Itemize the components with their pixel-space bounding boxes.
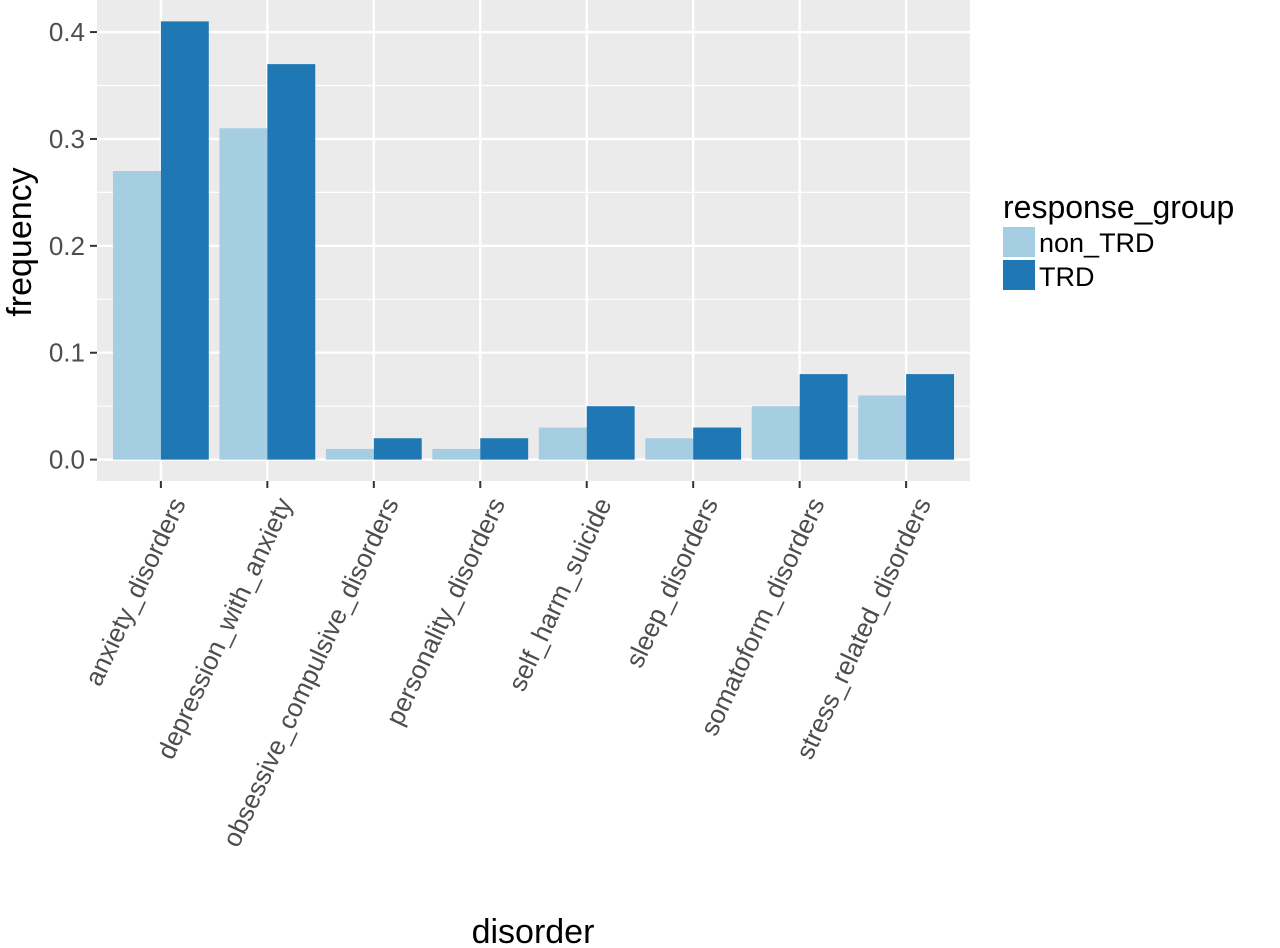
legend-key-non-trd [1003, 227, 1035, 257]
x-tick-label: personality_disorders [379, 493, 511, 730]
bar-non-trd-personality-disorders [432, 448, 481, 460]
y-tick-label: 0.1 [49, 338, 85, 368]
x-tick-label: obsessive_compulsive_disorders [216, 493, 404, 851]
x-tick-label: self_harm_suicide [502, 493, 618, 696]
x-axis-title: disorder [472, 913, 595, 948]
bar-non-trd-sleep-disorders [645, 438, 694, 460]
bar-trd-anxiety-disorders [160, 21, 209, 460]
bar-trd-self-harm-suicide [586, 406, 635, 460]
legend: response_group non_TRD TRD [1003, 189, 1234, 292]
legend-key-trd [1003, 260, 1035, 290]
bar-non-trd-somatoform-disorders [751, 406, 800, 460]
bar-non-trd-stress-related-disorders [858, 395, 907, 460]
bar-trd-personality-disorders [480, 438, 529, 460]
x-tick-label: somatoform_disorders [694, 493, 831, 740]
bar-trd-obsessive-compulsive-disorders [373, 438, 422, 460]
x-axis: anxiety_disordersdepression_with_anxiety… [78, 481, 937, 851]
bar-trd-depression-with-anxiety [267, 64, 316, 460]
bar-trd-somatoform-disorders [799, 374, 848, 460]
bar-trd-sleep-disorders [693, 427, 742, 460]
y-tick-label: 0.3 [49, 124, 85, 154]
bar-non-trd-self-harm-suicide [538, 427, 587, 460]
y-axis: 0.0 0.1 0.2 0.3 0.4 [49, 17, 97, 475]
bar-non-trd-anxiety-disorders [112, 171, 161, 460]
bar-non-trd-depression-with-anxiety [219, 128, 268, 460]
bar-trd-stress-related-disorders [906, 374, 955, 460]
legend-title: response_group [1003, 189, 1234, 225]
bar-non-trd-obsessive-compulsive-disorders [325, 448, 374, 460]
y-tick-label: 0.0 [49, 445, 85, 475]
legend-label-non-trd: non_TRD [1039, 228, 1155, 258]
y-tick-label: 0.2 [49, 231, 85, 261]
y-axis-title: frequency [1, 167, 39, 316]
x-tick-label: anxiety_disorders [78, 493, 191, 690]
bars [112, 21, 955, 460]
y-tick-label: 0.4 [49, 17, 85, 47]
legend-label-trd: TRD [1039, 262, 1095, 292]
x-tick-label: sleep_disorders [619, 493, 724, 672]
